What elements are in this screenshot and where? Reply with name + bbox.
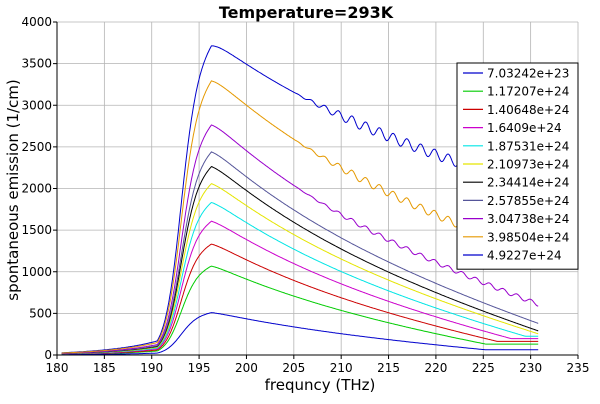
- series-line: [61, 220, 539, 355]
- x-axis-label: frequncy (THz): [265, 376, 376, 394]
- axes: 180 185 190 195 200 205 210 215 220 225 230 235 0 500…: [21, 15, 589, 375]
- y-tick-label: 1000: [21, 265, 52, 279]
- legend-label: 1.40648e+24: [487, 103, 569, 117]
- series-line: [61, 312, 539, 356]
- y-tick-label: 3000: [21, 98, 52, 112]
- x-tick-label: 190: [140, 361, 163, 375]
- y-tick-label: 0: [44, 348, 52, 362]
- legend-label: 7.03242e+23: [487, 67, 569, 81]
- x-tick-label: 230: [519, 361, 542, 375]
- series-line: [61, 183, 539, 355]
- legend-label: 2.34414e+24: [487, 176, 569, 190]
- series-line: [61, 243, 539, 355]
- legend-label: 2.10973e+24: [487, 158, 569, 172]
- x-tick-label: 225: [472, 361, 495, 375]
- series-line: [61, 201, 539, 355]
- y-tick-label: 1500: [21, 223, 52, 237]
- legend-label: 4.9227e+24: [487, 249, 562, 263]
- x-tick-label: 185: [93, 361, 116, 375]
- legend: 7.03242e+23 1.17207e+24 1.40648e+24 1.6409e…: [456, 62, 579, 270]
- y-axis-label: spontaneous emission (1/cm): [4, 79, 22, 301]
- legend-label: 1.87531e+24: [487, 139, 569, 153]
- x-tick-label: 200: [235, 361, 258, 375]
- x-tick-label: 205: [282, 361, 305, 375]
- x-tick-label: 235: [567, 361, 590, 375]
- series-line: [61, 265, 539, 355]
- series-line: [61, 124, 539, 354]
- x-tick-label: 180: [46, 361, 69, 375]
- legend-label: 1.6409e+24: [487, 121, 562, 135]
- y-tick-label: 2500: [21, 140, 52, 154]
- chart-title: Temperature=293K: [219, 3, 394, 22]
- y-tick-label: 3500: [21, 57, 52, 71]
- x-tick-label: 215: [377, 361, 400, 375]
- x-tick-label: 210: [330, 361, 353, 375]
- x-tick-label: 220: [424, 361, 447, 375]
- legend-label: 1.17207e+24: [487, 85, 569, 99]
- legend-box: [456, 62, 579, 270]
- y-tick-label: 4000: [21, 15, 52, 29]
- series-line: [61, 151, 539, 354]
- legend-label: 2.57855e+24: [487, 194, 569, 208]
- y-tick-label: 2000: [21, 182, 52, 196]
- x-tick-label: 195: [188, 361, 211, 375]
- y-tick-label: 500: [29, 306, 52, 320]
- legend-label: 3.04738e+24: [487, 212, 569, 226]
- legend-label: 3.98504e+24: [487, 230, 569, 244]
